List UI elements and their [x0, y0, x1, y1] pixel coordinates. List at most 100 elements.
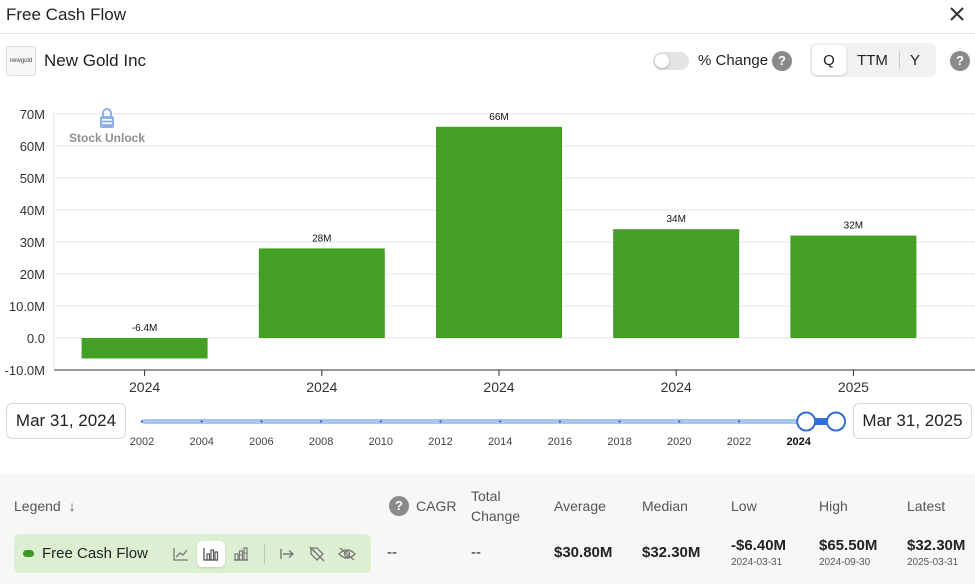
bar-value-label: 34M	[666, 214, 685, 225]
toggle-knob	[655, 54, 669, 68]
period-selector: Q TTM Y	[810, 43, 936, 77]
company-name: New Gold Inc	[44, 51, 147, 70]
legend-divider	[264, 544, 265, 564]
median-value: $32.30M	[642, 544, 701, 561]
x-tick-label: 2024	[129, 379, 160, 395]
y-tick-label: 10.0M	[9, 299, 45, 314]
slider-tick	[319, 420, 323, 423]
series-name: Free Cash Flow	[42, 545, 148, 562]
slider-year-label: 2014	[488, 436, 512, 448]
period-q-button[interactable]: Q	[812, 45, 846, 75]
line-chart-icon[interactable]	[167, 541, 195, 567]
company-header: newgold New Gold Inc	[6, 46, 146, 76]
slider-tick	[558, 420, 562, 423]
total-change-header-line1: Total	[471, 488, 501, 504]
labels-layer: -6.4M 28M 66M 34M 32M	[132, 112, 863, 334]
slider-tick	[737, 420, 741, 423]
range-slider[interactable]: 2002 2004 2006 2008 2010 2012 2014 2016 2018 2020…	[0, 405, 975, 455]
slider-year-label: 2002	[130, 436, 154, 448]
slider-handle-end[interactable]	[826, 411, 846, 432]
slider-year-label: 2012	[428, 436, 452, 448]
visibility-off-icon[interactable]	[333, 541, 361, 567]
bar-chart-icon[interactable]	[197, 541, 225, 567]
slider-tick	[379, 420, 382, 423]
slider-year-label: 2008	[309, 436, 333, 448]
watermark: Stock Unlock	[69, 108, 145, 145]
y-tick-label: 30M	[20, 235, 45, 250]
period-y-button[interactable]: Y	[909, 51, 920, 69]
cagr-value: --	[387, 544, 397, 561]
low-header: Low	[731, 498, 757, 514]
bar-value-label: 66M	[489, 112, 508, 123]
window-title: Free Cash Flow	[6, 5, 126, 24]
bar[interactable]	[258, 248, 385, 338]
bars-layer	[81, 126, 917, 359]
total-change-value: --	[471, 544, 481, 561]
slider-year-label: 2022	[727, 436, 751, 448]
x-tick-label: 2024	[483, 379, 514, 395]
bar-value-label: -6.4M	[132, 323, 158, 334]
series-color-dot	[23, 550, 34, 557]
slider-year-label: 2010	[369, 436, 393, 448]
slider-year-label: 2020	[667, 436, 691, 448]
latest-header: Latest	[907, 498, 946, 514]
pct-change-label: % Change	[698, 52, 769, 69]
slider-tick	[260, 420, 263, 423]
slider-tick	[678, 420, 681, 423]
free-cash-flow-chart: Stock Unlock -6.4M 28M 66M 34M 32M -10.0M 0.0…	[5, 107, 975, 395]
cagr-header: CAGR	[416, 498, 457, 514]
average-value: $30.80M	[554, 544, 613, 561]
range-start-date[interactable]: Mar 31, 2024	[6, 403, 126, 439]
slider-track	[142, 419, 836, 424]
average-header: Average	[554, 498, 606, 514]
bar[interactable]	[81, 338, 208, 359]
axis-arrow-icon[interactable]	[273, 541, 301, 567]
chart-help-icon[interactable]: ?	[950, 51, 970, 71]
median-header: Median	[642, 498, 688, 514]
total-change-header-line2: Change	[471, 508, 521, 524]
slider-tick	[200, 420, 203, 423]
y-tick-label: 50M	[20, 171, 45, 186]
pct-change-help-icon[interactable]: ?	[772, 51, 792, 71]
high-header: High	[819, 498, 848, 514]
lock-icon	[100, 108, 114, 128]
stacked-bar-icon[interactable]	[227, 541, 255, 567]
slider-year-labels: 2002 2004 2006 2008 2010 2012 2014 2016 2018 2020…	[130, 436, 812, 448]
latest-date: 2025-03-31	[907, 557, 959, 568]
y-tick-label: 20M	[20, 267, 45, 282]
y-tick-label: 60M	[20, 139, 45, 154]
slider-tick	[618, 420, 621, 423]
range-end-date[interactable]: Mar 31, 2025	[853, 403, 972, 439]
high-date: 2024-09-30	[819, 557, 871, 568]
slider-tick	[439, 420, 442, 423]
legend-header[interactable]: Legend ↓	[14, 496, 76, 516]
close-icon[interactable]	[947, 4, 967, 24]
slider-year-label: 2006	[249, 436, 273, 448]
x-tick-label: 2025	[838, 379, 869, 395]
period-ttm-button[interactable]: TTM	[857, 51, 888, 69]
cagr-help-icon[interactable]: ?	[389, 496, 409, 516]
x-tick-label: 2024	[306, 379, 337, 395]
company-logo: newgold	[6, 46, 36, 76]
period-divider	[899, 51, 900, 69]
bar[interactable]	[436, 126, 562, 338]
axis-layer: -10.0M 0.0 10.0M 20M 30M 40M 50M 60M 70M 2024 2024…	[5, 107, 975, 395]
legend-row-free-cash-flow[interactable]: Free Cash Flow	[14, 534, 371, 573]
slider-year-label: 2004	[189, 436, 213, 448]
y-tick-label: 40M	[20, 203, 45, 218]
slider-handle-start[interactable]	[796, 411, 817, 432]
low-date: 2024-03-31	[731, 557, 783, 568]
bar[interactable]	[613, 229, 740, 338]
tag-off-icon[interactable]	[303, 541, 331, 567]
slider-year-label: 2024	[786, 436, 811, 448]
pct-change-toggle[interactable]	[653, 52, 689, 70]
legend-header-label: Legend	[14, 498, 61, 514]
bar[interactable]	[790, 235, 917, 338]
slider-tick	[140, 420, 144, 423]
bar-value-label: 32M	[844, 221, 863, 232]
y-tick-label: 70M	[20, 107, 45, 122]
sort-arrow-icon[interactable]: ↓	[68, 498, 76, 514]
slider-selection	[806, 418, 836, 425]
watermark-text: Stock Unlock	[69, 131, 145, 145]
slider-tick	[498, 420, 502, 423]
